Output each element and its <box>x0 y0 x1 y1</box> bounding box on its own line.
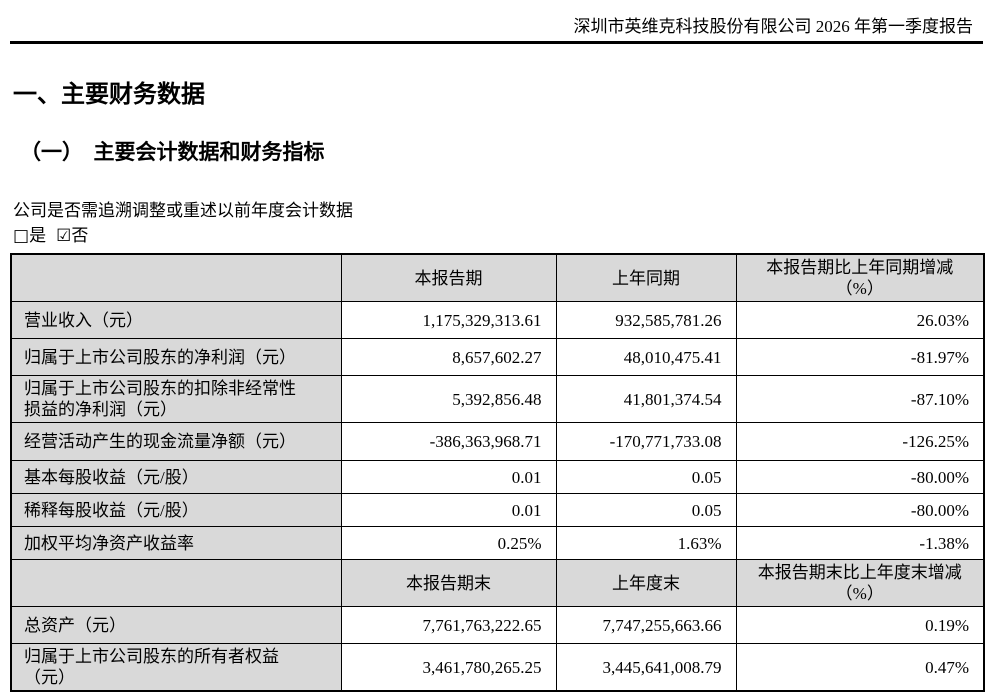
row-change-value: 0.19% <box>735 606 985 644</box>
header-eop-change: 本报告期末比上年度末增减 （%） <box>735 559 985 607</box>
row-change-value: -1.38% <box>735 526 985 560</box>
header-eop-change-line1: 本报告期末比上年度末增减 <box>757 563 962 582</box>
restatement-options: □是 ☑否 <box>13 225 993 247</box>
row-current-value: 1,175,329,313.61 <box>340 301 557 339</box>
table-row: 基本每股收益（元/股） 0.01 0.05 -80.00% <box>10 460 985 494</box>
row-prior-value: 1.63% <box>555 526 737 560</box>
row-current-value: 0.25% <box>340 526 557 560</box>
row-current-value: 5,392,856.48 <box>340 375 557 423</box>
table-row: 归属于上市公司股东的所有者权益（元） 3,461,780,265.25 3,44… <box>10 643 985 692</box>
header-eop-change-line2: （%） <box>835 584 884 603</box>
checkbox-checked-icon: ☑ <box>56 226 72 246</box>
header-current-eop: 本报告期末 <box>340 559 557 607</box>
row-change-value: -80.00% <box>735 493 985 527</box>
subsection-title: （一） 主要会计数据和财务指标 <box>20 141 325 164</box>
document-header-title: 深圳市英维克科技股份有限公司 2026 年第一季度报告 <box>573 17 974 36</box>
row-current-value: 3,461,780,265.25 <box>340 643 557 692</box>
row-prior-value: 7,747,255,663.66 <box>555 606 737 644</box>
header-prior-period: 上年同期 <box>555 253 737 302</box>
row-label: 加权平均净资产收益率 <box>10 526 342 560</box>
table-header-row-end-of-period: 本报告期末 上年度末 本报告期末比上年度末增减 （%） <box>10 559 985 607</box>
header-empty-cell <box>10 253 342 302</box>
header-period-change-line1: 本报告期比上年同期增减 <box>766 258 954 277</box>
header-current-period: 本报告期 <box>340 253 557 302</box>
row-label: 总资产（元） <box>10 606 342 644</box>
row-label: 归属于上市公司股东的净利润（元） <box>10 338 342 376</box>
row-label: 营业收入（元） <box>10 301 342 339</box>
table-header-row-period: 本报告期 上年同期 本报告期比上年同期增减 （%） <box>10 253 985 302</box>
checkbox-unchecked-icon: □ <box>13 226 30 246</box>
row-current-value: 0.01 <box>340 493 557 527</box>
row-label: 经营活动产生的现金流量净额（元） <box>10 422 342 461</box>
table-row: 稀释每股收益（元/股） 0.01 0.05 -80.00% <box>10 493 985 527</box>
row-prior-value: 0.05 <box>555 460 737 494</box>
table-row: 经营活动产生的现金流量净额（元） -386,363,968.71 -170,77… <box>10 422 985 461</box>
row-change-value: -87.10% <box>735 375 985 423</box>
option-no-label: 否 <box>71 226 89 245</box>
section-title: 一、主要财务数据 <box>13 81 205 108</box>
row-change-value: 26.03% <box>735 301 985 339</box>
financial-data-table: 本报告期 上年同期 本报告期比上年同期增减 （%） 营业收入（元） 1,175,… <box>10 253 985 692</box>
row-label: 归属于上市公司股东的扣除非经常性损益的净利润（元） <box>10 375 342 423</box>
header-period-change: 本报告期比上年同期增减 （%） <box>735 253 985 302</box>
row-prior-value: 41,801,374.54 <box>555 375 737 423</box>
header-prior-eop: 上年度末 <box>555 559 737 607</box>
row-label: 基本每股收益（元/股） <box>10 460 342 494</box>
row-prior-value: 3,445,641,008.79 <box>555 643 737 692</box>
row-prior-value: 48,010,475.41 <box>555 338 737 376</box>
table-row: 归属于上市公司股东的净利润（元） 8,657,602.27 48,010,475… <box>10 338 985 376</box>
row-change-value: -80.00% <box>735 460 985 494</box>
table-row: 总资产（元） 7,761,763,222.65 7,747,255,663.66… <box>10 606 985 644</box>
row-change-value: -126.25% <box>735 422 985 461</box>
table-row: 加权平均净资产收益率 0.25% 1.63% -1.38% <box>10 526 985 560</box>
row-label: 稀释每股收益（元/股） <box>10 493 342 527</box>
row-current-value: -386,363,968.71 <box>340 422 557 461</box>
row-current-value: 0.01 <box>340 460 557 494</box>
table-row: 归属于上市公司股东的扣除非经常性损益的净利润（元） 5,392,856.48 4… <box>10 375 985 423</box>
row-change-value: 0.47% <box>735 643 985 692</box>
row-prior-value: -170,771,733.08 <box>555 422 737 461</box>
option-yes-label: 是 <box>29 226 47 245</box>
row-prior-value: 0.05 <box>555 493 737 527</box>
row-change-value: -81.97% <box>735 338 985 376</box>
row-current-value: 7,761,763,222.65 <box>340 606 557 644</box>
header-divider <box>10 41 983 44</box>
header-empty-cell <box>10 559 342 607</box>
header-period-change-line2: （%） <box>835 279 884 298</box>
table-row: 营业收入（元） 1,175,329,313.61 932,585,781.26 … <box>10 301 985 339</box>
restatement-question: 公司是否需追溯调整或重述以前年度会计数据 <box>13 201 353 220</box>
row-prior-value: 932,585,781.26 <box>555 301 737 339</box>
row-current-value: 8,657,602.27 <box>340 338 557 376</box>
row-label: 归属于上市公司股东的所有者权益（元） <box>10 643 342 692</box>
